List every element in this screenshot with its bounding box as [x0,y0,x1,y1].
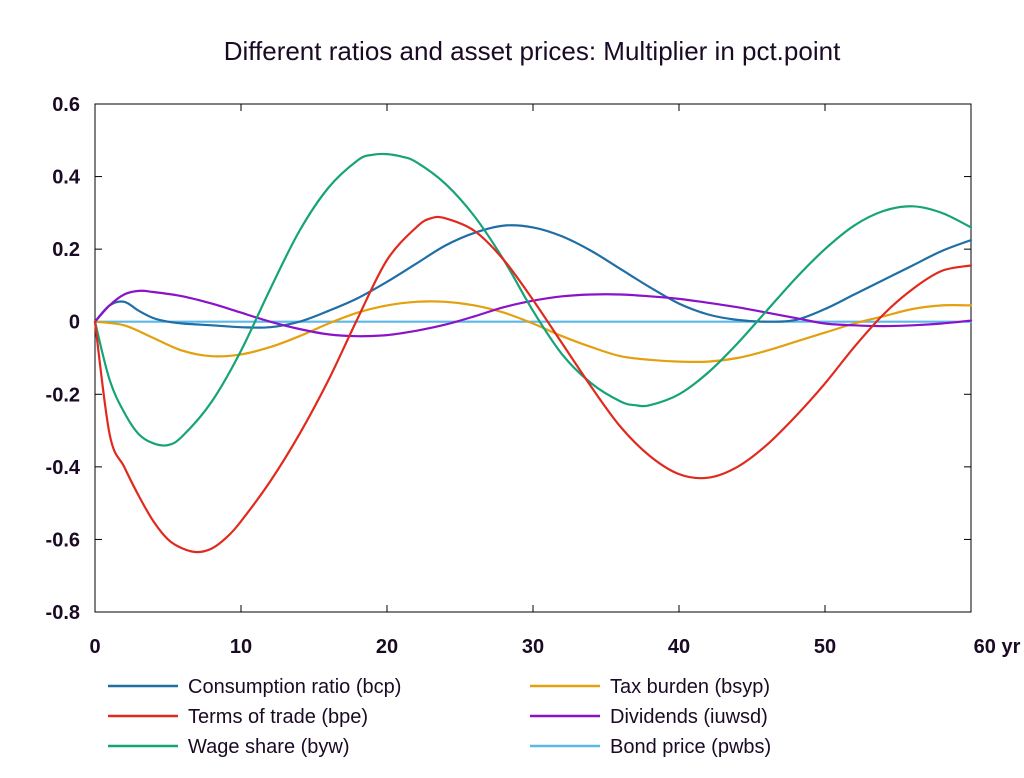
x-tick-label: 40 [668,636,690,658]
series-line-wage-share-byw [93,152,973,447]
x-tick-label: 60 yr [974,636,1021,658]
y-tick-label: 0.2 [52,239,80,261]
x-tick-label: 0 [89,636,100,658]
y-tick-label: 0.6 [52,94,80,116]
x-tick-label: 20 [376,636,398,658]
legend: Consumption ratio (bcp) Terms of trade (b… [108,676,771,758]
series-line-dividends-iuwsd [93,289,973,338]
legend-label-bond-price-pwbs: Bond price (pwbs) [610,736,771,758]
y-tick-label: -0.2 [46,384,80,406]
y-tick-label: 0 [69,312,80,334]
x-tick-label: 50 [814,636,836,658]
legend-label-wage-share-byw: Wage share (byw) [188,736,350,758]
x-axis: 0 10 20 30 40 50 60 yr [89,104,1021,658]
x-tick-label: 30 [522,636,544,658]
series-line-tax-burden-bsyp [93,300,973,364]
legend-label-consumption-ratio-bcp: Consumption ratio (bcp) [188,676,401,698]
legend-label-tax-burden-bsyp: Tax burden (bsyp) [610,676,770,698]
y-tick-label: -0.6 [46,529,80,551]
legend-label-dividends-iuwsd: Dividends (iuwsd) [610,706,768,728]
chart-title: Different ratios and asset prices: Multi… [224,36,841,66]
series-lines [93,152,973,554]
y-tick-label: -0.8 [46,602,80,624]
x-tick-label: 10 [230,636,252,658]
legend-label-terms-of-trade-bpe: Terms of trade (bpe) [188,706,368,728]
y-tick-label: -0.4 [46,457,81,479]
y-axis: 0.6 0.4 0.2 0 -0.2 -0.4 -0.6 -0.8 [46,94,971,624]
plot-frame [94,103,972,613]
series-line-terms-of-trade-bpe [93,215,973,554]
y-tick-label: 0.4 [52,167,81,189]
series-line-consumption-ratio-bcp [93,224,973,329]
